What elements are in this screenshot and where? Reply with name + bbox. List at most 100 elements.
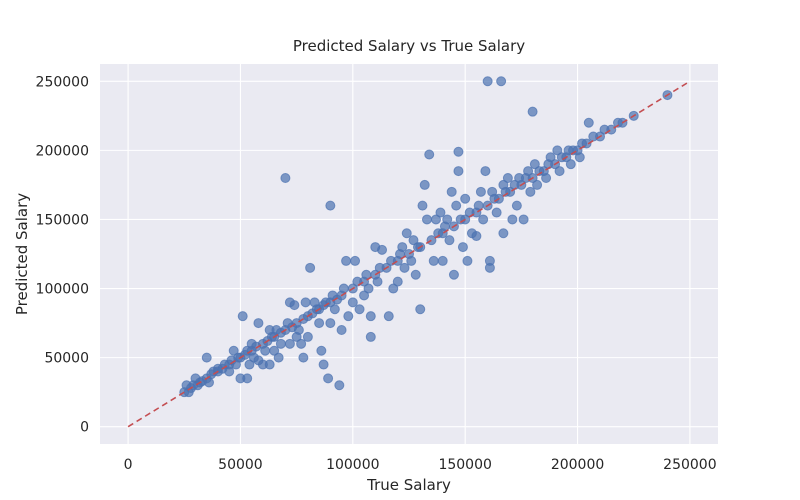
y-tick-label: 200000 [36,143,89,159]
data-point [408,235,419,246]
data-point [415,304,426,315]
data-point [264,359,275,370]
data-point [444,235,455,246]
x-tick-label: 200000 [551,457,604,473]
x-tick-label: 150000 [438,457,491,473]
data-point [275,338,286,349]
data-point [341,255,352,266]
data-point [421,214,432,225]
data-point [480,166,491,177]
data-point [482,76,493,87]
data-point [325,318,336,329]
data-point [359,290,370,301]
data-point [300,297,311,308]
data-point [430,214,441,225]
data-point [354,304,365,315]
data-point [511,200,522,211]
data-point [541,173,552,183]
x-axis-title: True Salary [366,476,451,494]
data-point [406,255,417,266]
data-point [471,231,482,242]
y-axis-title: Predicted Salary [13,193,31,315]
data-point [343,311,354,322]
data-points [179,76,673,398]
data-point [574,152,585,163]
data-point [260,345,271,356]
data-point [383,311,394,322]
y-tick-label: 250000 [36,74,89,90]
data-point [392,276,403,287]
data-point [305,262,316,273]
data-point [237,311,248,322]
data-point [399,262,410,273]
data-point [334,380,345,391]
data-point [437,255,448,266]
data-point [280,173,291,183]
y-tick-labels: 0 50000 100000 150000 200000 250000 [36,74,89,435]
data-point [419,179,430,190]
data-point [518,214,529,225]
data-point [314,318,325,329]
data-point [253,318,264,329]
data-point [606,124,617,135]
data-point [545,152,556,163]
data-point [523,166,534,177]
data-point [329,304,340,315]
data-point [453,146,464,157]
data-point [532,179,543,190]
y-tick-label: 50000 [44,351,89,367]
data-point [372,276,383,287]
data-point [302,331,313,342]
data-point [269,345,280,356]
data-point [442,214,453,225]
data-point [338,283,349,294]
data-point [242,373,253,384]
data-point [583,117,594,128]
data-point [552,145,563,156]
data-point [525,186,536,197]
data-point [457,242,468,253]
data-point [401,228,412,239]
data-point [363,283,374,294]
data-point [325,200,336,211]
data-point [435,207,446,218]
data-point [350,255,361,266]
data-point [462,255,473,266]
data-point [224,366,235,377]
data-point [424,149,435,160]
chart-title: Predicted Salary vs True Salary [293,37,525,55]
data-point [273,352,284,363]
data-point [460,193,471,204]
data-point [336,325,347,335]
data-point [527,106,538,117]
data-point [347,297,358,308]
data-point [507,214,518,225]
data-point [417,200,428,211]
data-point [289,300,300,311]
x-tick-label: 100000 [326,457,379,473]
data-point [318,359,329,370]
y-tick-label: 0 [80,420,89,436]
data-point [316,345,327,356]
data-point [453,166,464,177]
data-point [478,214,489,225]
data-point [228,345,239,356]
data-point [201,352,212,363]
x-tick-label: 250000 [663,457,716,473]
data-point [448,269,459,280]
data-point [365,311,376,322]
x-tick-label: 0 [124,457,133,473]
data-point [529,159,540,170]
data-point [298,352,309,363]
data-point [410,269,421,280]
data-point [293,325,304,335]
y-tick-label: 150000 [36,212,89,228]
data-point [565,159,576,170]
x-tick-labels: 0 50000 100000 150000 200000 250000 [124,457,717,473]
data-point [397,242,408,253]
data-point [498,228,509,239]
x-tick-label: 50000 [218,457,263,473]
data-point [284,338,295,349]
